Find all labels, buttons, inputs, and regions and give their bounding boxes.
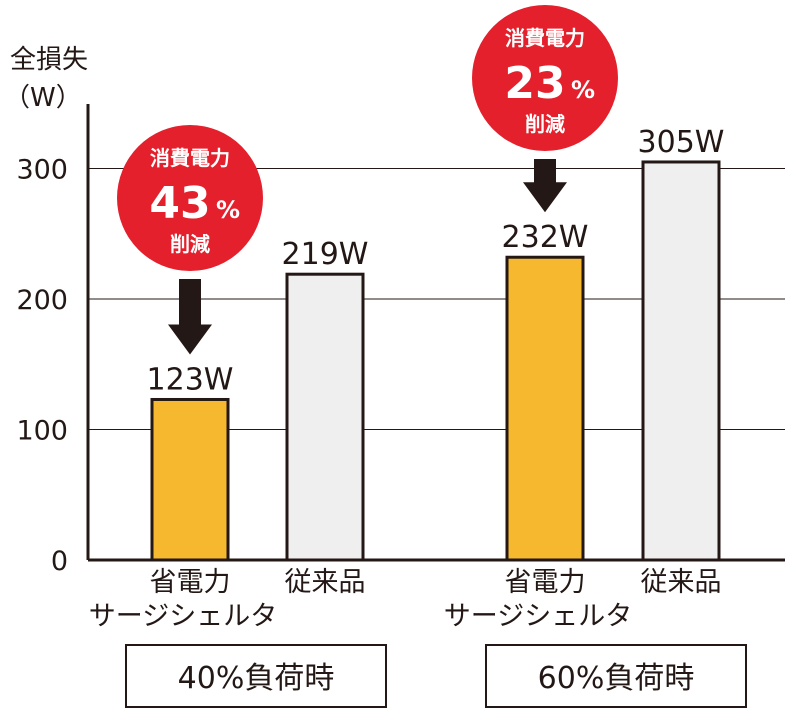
badge-circle-2 [472,5,618,151]
category-sublabel-2-1: サージシェルタ [444,601,632,632]
badge-circle-1 [117,125,263,271]
value-label-1-1: 123W [147,362,234,397]
badge-top-text-1: 消費電力 [150,146,230,170]
category-label-1-2: 従来品 [285,567,366,598]
group-box-2 [485,644,747,708]
y-tick-label-300: 300 [16,155,68,186]
badge-percent-sign-1: % [216,196,240,224]
reduction-badge-2: 消費電力 23 %削減 [472,5,618,151]
badge-bottom-text-1: 削減 [170,232,210,256]
bars [150,160,721,562]
y-tick-label-100: 100 [16,416,68,447]
value-label-2-1: 232W [502,220,589,255]
bar-2-1 [505,255,585,562]
badge-top-text-2: 消費電力 [505,26,585,50]
down-arrow-1 [168,279,212,355]
reduction-badge-1: 消費電力 43 %削減 [117,125,263,271]
badge-bottom-text-2: 削減 [525,112,565,136]
category-label-1-1: 省電力 [150,567,231,598]
labels: 123W省電力サージシェルタ219W従来品40%負荷時232W省電力サージシェル… [89,125,747,708]
y-tick-label-0: 0 [51,546,68,577]
badge-percent-1: 43 [149,178,210,229]
badge-percent-sign-2: % [571,76,595,104]
category-label-2-2: 従来品 [641,567,722,598]
bar-1-1 [150,397,230,562]
y-tick-label-200: 200 [16,285,68,316]
category-sublabel-1-1: サージシェルタ [89,601,277,632]
group-label-2: 60%負荷時 [538,661,695,696]
group-box-1 [125,644,387,708]
badge-percent-2: 23 [504,58,565,109]
down-arrow-2 [523,159,567,213]
group-label-1: 40%負荷時 [178,661,335,696]
category-label-2-1: 省電力 [505,567,586,598]
bar-1-2 [285,272,365,562]
value-label-1-2: 219W [282,237,369,272]
value-label-2-2: 305W [638,125,725,160]
y-axis-label-line2: （W） [4,83,82,113]
bar-2-2 [641,160,721,562]
y-axis-label-line1: 全損失 [10,45,88,75]
